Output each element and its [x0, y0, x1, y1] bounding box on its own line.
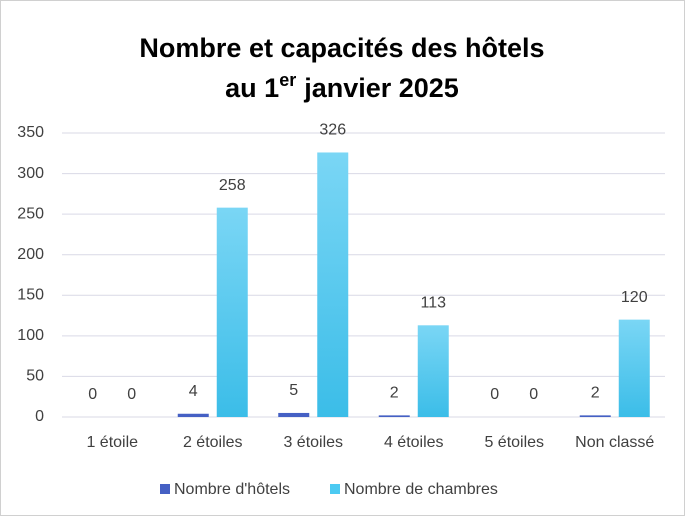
y-tick-label: 300 — [17, 165, 44, 182]
y-tick-label: 350 — [17, 124, 44, 141]
y-tick-label: 150 — [17, 287, 44, 304]
bar — [177, 413, 209, 417]
legend-swatch — [160, 484, 170, 494]
x-tick-label: 3 étoiles — [283, 434, 343, 451]
y-tick-label: 200 — [17, 246, 44, 263]
bar — [579, 415, 611, 417]
x-tick-label: 2 étoiles — [183, 434, 243, 451]
x-tick-label: 5 étoiles — [484, 434, 544, 451]
chart-title: au 1er janvier 2025 — [225, 70, 459, 103]
x-tick-label: Non classé — [575, 434, 654, 451]
bar — [278, 412, 310, 417]
data-label: 4 — [189, 383, 198, 400]
y-tick-label: 50 — [26, 368, 44, 385]
chart-title: Nombre et capacités des hôtels — [139, 33, 544, 63]
data-label: 2 — [591, 385, 600, 402]
x-tick-label: 1 étoile — [86, 434, 138, 451]
data-label: 120 — [621, 289, 648, 306]
data-label: 258 — [219, 177, 246, 194]
x-tick-label: 4 étoiles — [384, 434, 444, 451]
data-label: 0 — [88, 386, 97, 403]
bar — [317, 152, 349, 417]
bar — [417, 325, 449, 417]
y-tick-label: 250 — [17, 205, 44, 222]
data-label: 0 — [529, 386, 538, 403]
legend-swatch — [330, 484, 340, 494]
data-label: 0 — [490, 386, 499, 403]
bar — [378, 415, 410, 417]
data-label: 5 — [289, 382, 298, 399]
data-label: 0 — [127, 386, 136, 403]
legend-label: Nombre de chambres — [344, 481, 498, 498]
title-part: au 1 — [225, 73, 279, 103]
bar — [618, 319, 650, 417]
title-superscript: er — [279, 70, 296, 90]
data-label: 113 — [420, 295, 446, 312]
y-tick-label: 0 — [35, 408, 44, 425]
title-part: janvier 2025 — [303, 73, 459, 103]
y-tick-label: 100 — [17, 327, 44, 344]
bar — [216, 207, 248, 417]
legend-label: Nombre d'hôtels — [174, 481, 290, 498]
data-label: 326 — [319, 122, 346, 139]
data-label: 2 — [390, 385, 399, 402]
